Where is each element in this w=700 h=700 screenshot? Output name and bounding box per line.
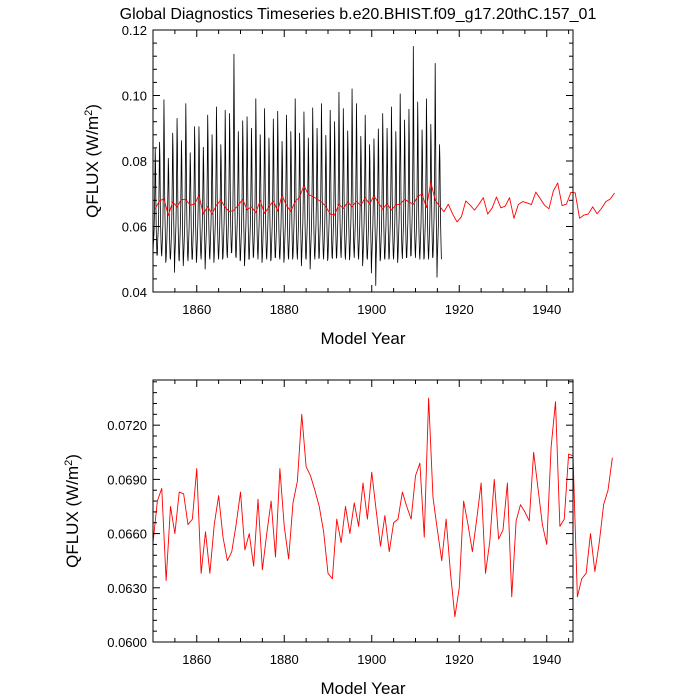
y-axis-label: QFLUX (W/m2): [63, 454, 82, 568]
panel-monthly-and-annual: 1860 1880 1900 1920 1940 0.04 0.06 0.08 0.10 0.12…: [83, 23, 615, 348]
y-axis-label: QFLUX (W/m2): [83, 104, 102, 218]
x-axis-label: Model Year: [320, 679, 405, 698]
y-tick-label: 0.0600: [107, 635, 147, 650]
y-tick-label: 0.0690: [107, 472, 147, 487]
series-line-annual: [152, 397, 613, 618]
y-tick-label: 0.12: [122, 23, 147, 38]
y-tick-label: 0.10: [122, 89, 147, 104]
x-tick-label: 1940: [532, 652, 561, 667]
axis-ticks: 1860 1880 1900 1920 1940 0.0600 0.0630 0.0660 0.…: [107, 380, 573, 667]
x-tick-label: 1880: [270, 652, 299, 667]
y-tick-label: 0.06: [122, 220, 147, 235]
series-line-monthly: [152, 45, 442, 286]
x-tick-label: 1920: [445, 652, 474, 667]
axis-ticks: 1860 1880 1900 1920 1940 0.04 0.06 0.08 0.10 0.12: [122, 23, 573, 317]
chart-title: Global Diagnostics Timeseries b.e20.BHIS…: [120, 6, 597, 23]
y-tick-label: 0.0630: [107, 581, 147, 596]
x-tick-label: 1860: [182, 302, 211, 317]
x-tick-label: 1900: [357, 302, 386, 317]
x-tick-label: 1880: [270, 302, 299, 317]
series-layer: [152, 45, 615, 286]
y-tick-label: 0.0720: [107, 418, 147, 433]
series-layer: [152, 397, 613, 618]
x-tick-label: 1900: [357, 652, 386, 667]
x-tick-label: 1940: [532, 302, 561, 317]
panel-annual-mean: 1860 1880 1900 1920 1940 0.0600 0.0630 0.0660 0.…: [63, 379, 613, 698]
y-tick-label: 0.0660: [107, 527, 147, 542]
y-tick-label: 0.04: [122, 285, 147, 300]
plot-frame: [152, 379, 574, 643]
x-tick-label: 1860: [182, 652, 211, 667]
y-tick-label: 0.08: [122, 154, 147, 169]
series-line-annual: [154, 181, 615, 223]
x-tick-label: 1920: [445, 302, 474, 317]
x-axis-label: Model Year: [320, 329, 405, 348]
